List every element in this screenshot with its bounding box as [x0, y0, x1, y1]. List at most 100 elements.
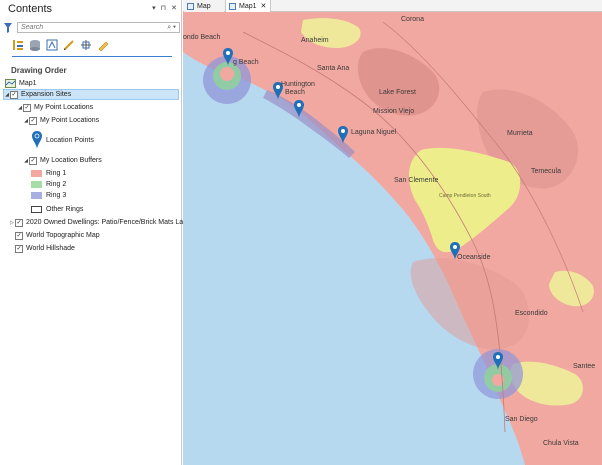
location-pin-newport[interactable] — [294, 100, 304, 118]
list-by-labeling-icon[interactable] — [97, 39, 109, 51]
ring-1-swatch — [31, 170, 42, 177]
label-santa-ana: Santa Ana — [317, 65, 349, 72]
filter-icon[interactable] — [4, 23, 12, 33]
ring-2-swatch — [31, 181, 42, 188]
list-by-data-source-icon[interactable] — [29, 39, 41, 51]
my-location-buffers-label: My Location Buffers — [40, 157, 102, 164]
label-anaheim: Anaheim — [301, 37, 329, 44]
list-by-drawing-order-icon[interactable] — [12, 39, 24, 51]
owned-dwellings-label: 2020 Owned Dwellings: Patio/Fence/Brick … — [26, 219, 193, 226]
tree-item-world-topographic-map[interactable]: ✓ World Topographic Map — [15, 230, 100, 241]
ring-1-label: Ring 1 — [46, 170, 67, 177]
location-pin-huntington[interactable] — [273, 82, 283, 100]
my-location-buffers-checkbox[interactable]: ✓ — [29, 156, 37, 165]
my-point-locations-layer-checkbox[interactable]: ✓ — [29, 116, 37, 125]
my-point-locations-layer-label: My Point Locations — [40, 117, 100, 124]
contents-title: Contents — [8, 3, 53, 15]
tab-map[interactable]: Map — [184, 0, 224, 12]
list-by-snapping-icon[interactable] — [80, 39, 92, 51]
list-by-selection-icon[interactable] — [46, 39, 58, 51]
tab-map1[interactable]: Map1 ✕ — [225, 0, 271, 12]
label-san-diego: San Diego — [505, 416, 538, 423]
label-escondido: Escondido — [515, 310, 548, 317]
ring-3-swatch — [31, 192, 42, 199]
collapse-arrow-icon[interactable]: ◢ — [24, 157, 28, 164]
legend-ring-2: Ring 2 — [31, 179, 66, 190]
label-huntington: Huntington — [281, 81, 315, 88]
tree-item-my-location-buffers[interactable]: ◢ ✓ My Location Buffers — [23, 155, 102, 166]
close-icon[interactable]: ✕ — [171, 5, 177, 12]
tree-item-expansion-sites[interactable]: ◢ ✓ Expansion Sites — [3, 89, 179, 100]
search-input[interactable] — [21, 23, 161, 32]
tree-item-world-hillshade[interactable]: ✓ World Hillshade — [15, 243, 75, 254]
collapse-arrow-icon[interactable]: ◢ — [24, 117, 28, 124]
search-box[interactable]: ⌕ ▾ — [17, 22, 180, 33]
tree-item-my-point-locations-layer[interactable]: ◢ ✓ My Point Locations — [23, 115, 99, 126]
location-pin-icon — [32, 131, 42, 149]
tab-map1-label: Map1 — [239, 2, 257, 10]
toolbar-selection-underline — [12, 56, 172, 57]
world-hillshade-label: World Hillshade — [26, 245, 75, 252]
pin-icon[interactable]: ⊓ — [160, 5, 167, 12]
label-lake-forest: Lake Forest — [379, 89, 416, 96]
map-canvas[interactable]: ondo Beach g Beach Anaheim Corona Santa … — [183, 12, 602, 465]
location-points-label: Location Points — [46, 136, 94, 144]
label-oceanside: Oceanside — [457, 254, 491, 261]
contents-pane: Contents ▾ ⊓ ✕ ⌕ ▾ D — [0, 0, 193, 465]
map-icon — [5, 79, 16, 88]
location-pin-sandiego[interactable] — [493, 352, 503, 370]
search-row: ⌕ ▾ — [4, 22, 180, 34]
map1-label: Map1 — [19, 80, 37, 87]
legend-ring-1: Ring 1 — [31, 168, 66, 179]
buffer-ring1-sandiego — [492, 374, 504, 386]
label-murrieta: Murrieta — [507, 130, 533, 137]
world-hillshade-checkbox[interactable]: ✓ — [15, 244, 23, 253]
terrain-dark-3 — [410, 258, 530, 350]
tree-item-owned-dwellings[interactable]: ▷ ✓ 2020 Owned Dwellings: Patio/Fence/Br… — [9, 217, 193, 228]
label-laguna-niguel: Laguna Niguel — [351, 129, 397, 136]
label-camp-pendleton: Camp Pendleton South — [439, 193, 491, 199]
list-by-editing-icon[interactable] — [63, 39, 75, 51]
owned-dwellings-checkbox[interactable]: ✓ — [15, 218, 23, 227]
label-temecula: Temecula — [531, 168, 561, 175]
label-mission-viejo: Mission Viejo — [373, 108, 414, 115]
label-beach: Beach — [285, 89, 305, 96]
highway-15 — [382, 21, 584, 313]
label-rondo-beach: ondo Beach — [183, 34, 220, 41]
my-point-locations-group-checkbox[interactable]: ✓ — [23, 103, 31, 112]
drawing-order-heading: Drawing Order — [11, 66, 67, 75]
terrain-dark-1 — [357, 48, 440, 116]
label-long-beach: g Beach — [233, 59, 259, 66]
map-tab-icon — [187, 2, 194, 10]
other-rings-swatch — [31, 206, 42, 213]
location-pin-longbeach[interactable] — [223, 48, 233, 66]
other-rings-label: Other Rings — [46, 206, 84, 213]
collapse-arrow-icon[interactable]: ◢ — [5, 91, 9, 98]
pane-menu-icon[interactable]: ▾ — [152, 5, 156, 12]
map-view[interactable]: Map Map1 ✕ — [183, 0, 602, 465]
search-icon[interactable]: ⌕ ▾ — [167, 24, 176, 31]
label-chula-vista: Chula Vista — [543, 440, 579, 447]
tab-map-label: Map — [197, 2, 211, 10]
label-santee: Santee — [573, 363, 595, 370]
location-pin-laguna[interactable] — [338, 126, 348, 144]
location-pin-oceanside[interactable] — [450, 242, 460, 260]
tree-item-map1[interactable]: Map1 — [5, 78, 37, 89]
pane-controls: ▾ ⊓ ✕ — [152, 4, 177, 12]
collapse-arrow-icon[interactable]: ◢ — [18, 104, 22, 111]
expansion-sites-checkbox[interactable]: ✓ — [10, 90, 18, 99]
world-topo-checkbox[interactable]: ✓ — [15, 231, 23, 240]
my-point-locations-group-label: My Point Locations — [34, 104, 94, 111]
tab-close-icon[interactable]: ✕ — [260, 3, 267, 10]
map1-tab-icon — [229, 2, 236, 10]
map-tabs: Map Map1 ✕ — [183, 0, 602, 12]
ring-3-label: Ring 3 — [46, 192, 67, 199]
ring-2-label: Ring 2 — [46, 181, 67, 188]
world-topo-label: World Topographic Map — [26, 232, 100, 239]
legend-other-rings: Other Rings — [31, 204, 83, 215]
expand-arrow-icon[interactable]: ▷ — [10, 219, 14, 226]
tree-item-my-point-locations-group[interactable]: ◢ ✓ My Point Locations — [17, 102, 93, 113]
label-corona: Corona — [401, 16, 424, 23]
legend-location-points: Location Points — [32, 130, 94, 150]
yellow-zone-north — [301, 18, 361, 48]
